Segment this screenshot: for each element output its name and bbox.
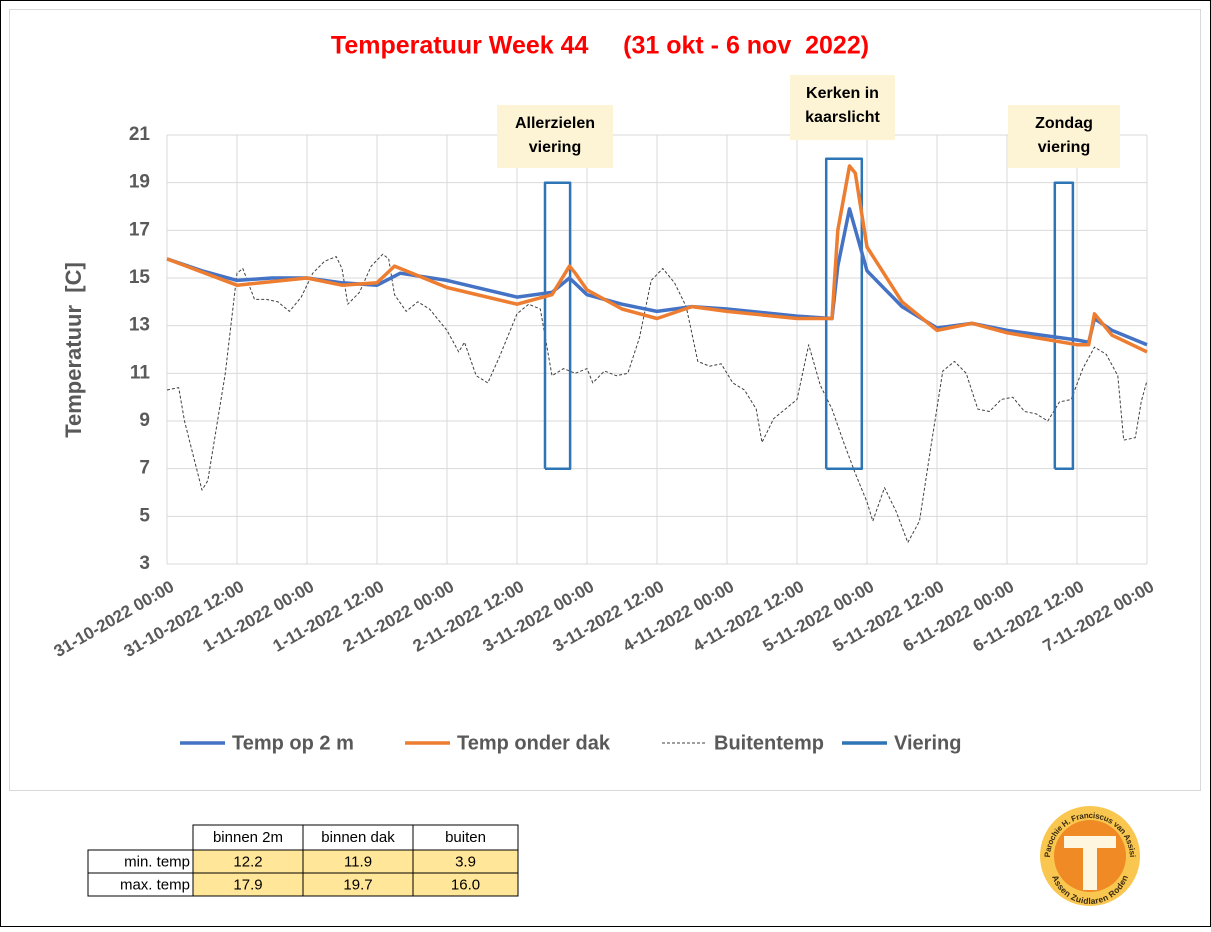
- series-line: [543, 157, 1075, 470]
- annotation-text: Kerken in: [806, 85, 879, 102]
- header-text: buiten: [445, 829, 486, 846]
- header-text: binnen dak: [321, 829, 395, 846]
- header-text: binnen 2m: [213, 829, 283, 846]
- y-tick-label: 13: [129, 315, 150, 336]
- y-tick-label: 9: [139, 410, 150, 431]
- annotation-text: Allerzielen: [515, 115, 595, 132]
- annotation-box: [497, 105, 613, 168]
- cell-text: 12.2: [233, 853, 262, 870]
- annotation-box: [1008, 105, 1120, 168]
- y-tick-label: 19: [129, 172, 150, 193]
- plot: [166, 157, 1148, 543]
- annotations: Allerzielen viering Kerken in kaarslicht Zon…: [497, 75, 1120, 168]
- cell-text: 17.9: [233, 876, 262, 893]
- annotation-text: viering: [1038, 139, 1090, 156]
- cell-text: 16.0: [451, 876, 480, 893]
- cell-text: min. temp: [124, 853, 190, 870]
- cell-text: 11.9: [344, 853, 372, 870]
- legend-label: Temp onder dak: [457, 732, 611, 754]
- chart-title: Temperatuur Week 44 (31 okt - 6 nov 2022…: [331, 32, 869, 60]
- y-tick-label: 7: [139, 458, 150, 479]
- y-tick-label: 11: [130, 362, 151, 383]
- header-cell: [192, 824, 304, 851]
- summary-table: binnen 2m binnen dak buiten min. temp 12.2 11…: [87, 824, 519, 897]
- legend-label: Viering: [894, 732, 961, 754]
- header-cell: [302, 824, 414, 851]
- annotation-box: [790, 75, 895, 140]
- legend: Temp op 2 m Temp onder dak Buitentemp Vieri…: [180, 732, 961, 754]
- logo-tau: [1064, 836, 1116, 890]
- y-axis-label: Temperatuur [C]: [61, 262, 86, 438]
- y-tick-label: 17: [129, 219, 150, 240]
- cell-text: 3.9: [455, 853, 476, 870]
- y-tick-label: 3: [139, 553, 150, 574]
- annotation-text: viering: [529, 139, 581, 156]
- annotation-text: kaarslicht: [805, 109, 880, 126]
- cell: [412, 872, 519, 897]
- legend-label: Temp op 2 m: [232, 732, 354, 754]
- y-tick-label: 5: [139, 505, 150, 526]
- cell-text: max. temp: [120, 876, 190, 893]
- annotation-text: Zondag: [1035, 115, 1093, 132]
- series-line: [166, 164, 1148, 354]
- y-tick-label: 15: [129, 267, 151, 288]
- cell-text: 19.7: [343, 876, 372, 893]
- series-line: [166, 253, 1148, 543]
- legend-label: Buitentemp: [714, 732, 824, 754]
- y-tick-label: 21: [129, 124, 151, 145]
